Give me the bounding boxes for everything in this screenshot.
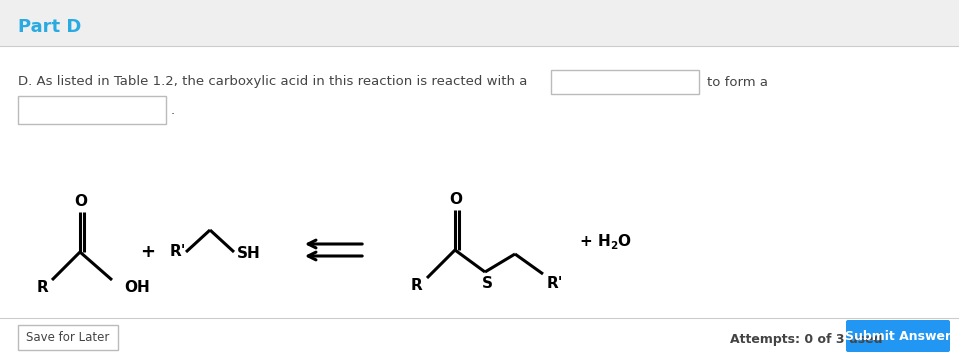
- Bar: [18, 325, 118, 350]
- Bar: [0, 318, 959, 356]
- Text: R: R: [411, 278, 423, 293]
- Text: S: S: [481, 276, 493, 290]
- Bar: [0, 46, 959, 356]
- Text: Submit Answer: Submit Answer: [845, 330, 951, 342]
- Text: + H: + H: [580, 235, 611, 250]
- Text: R: R: [36, 281, 48, 295]
- Text: .: .: [171, 104, 175, 116]
- Text: D. As listed in Table 1.2, the carboxylic acid in this reaction is reacted with : D. As listed in Table 1.2, the carboxyli…: [18, 75, 527, 89]
- Text: +: +: [141, 243, 155, 261]
- Text: O: O: [450, 193, 462, 208]
- Text: Attempts: 0 of 3 used: Attempts: 0 of 3 used: [730, 334, 882, 346]
- Text: to form a: to form a: [707, 75, 768, 89]
- Bar: [18, 96, 166, 124]
- Text: R': R': [170, 245, 186, 260]
- Text: O: O: [75, 194, 87, 209]
- Bar: [0, 0, 959, 46]
- Text: SH: SH: [237, 246, 261, 262]
- FancyBboxPatch shape: [846, 320, 950, 352]
- Bar: [551, 70, 699, 94]
- Text: Save for Later: Save for Later: [26, 331, 109, 344]
- Text: 2: 2: [610, 241, 618, 251]
- Text: OH: OH: [124, 281, 150, 295]
- Text: O: O: [617, 235, 630, 250]
- Text: R': R': [547, 277, 564, 292]
- Text: Part D: Part D: [18, 18, 82, 36]
